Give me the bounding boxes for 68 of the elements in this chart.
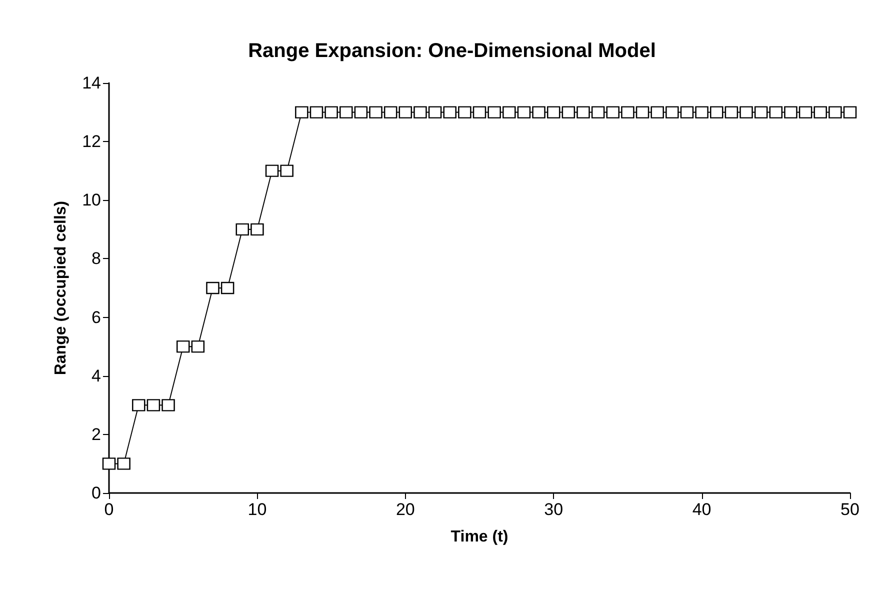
point (354, 106, 368, 118)
point (724, 106, 738, 118)
point (443, 106, 456, 118)
point (146, 399, 160, 412)
point (636, 106, 650, 118)
y-tick-label: 2 (92, 424, 101, 444)
y-tick-label: 12 (82, 132, 101, 152)
point (769, 106, 782, 118)
point (784, 106, 798, 118)
y-tick-label: 6 (92, 308, 101, 327)
point (384, 106, 398, 118)
chart-title: Range Expansion: One-Dimensional Model (248, 40, 656, 62)
y-tick-label: 14 (82, 74, 101, 92)
x-tick-label: 20 (396, 500, 415, 519)
point (488, 106, 501, 118)
point (324, 106, 338, 118)
point (236, 223, 249, 236)
y-tick-label: 8 (92, 249, 101, 268)
point (310, 106, 324, 118)
point (532, 106, 546, 118)
point (295, 106, 308, 118)
point (547, 106, 560, 118)
point (102, 458, 116, 470)
x-tick-label: 50 (840, 500, 860, 519)
point (132, 399, 146, 412)
point (666, 106, 679, 118)
point (606, 106, 620, 118)
y-tick-label: 0 (92, 484, 101, 502)
point (428, 106, 442, 118)
point (117, 458, 130, 470)
point (695, 106, 708, 118)
x-tick-label: 30 (544, 500, 564, 519)
point (206, 282, 220, 294)
point (280, 164, 294, 177)
point (814, 106, 827, 118)
y-axis-title: Range (occupied cells) (52, 200, 70, 376)
point (472, 106, 486, 118)
point (650, 106, 664, 118)
x-axis-title: Time (t) (450, 528, 508, 546)
y-tick-label: 4 (92, 366, 101, 386)
point (576, 106, 590, 118)
point (798, 106, 812, 118)
x-tick-label: 10 (248, 500, 267, 519)
point (220, 282, 234, 294)
point (740, 106, 753, 118)
x-tick-label: 0 (104, 500, 114, 519)
point (680, 106, 694, 118)
point (265, 164, 279, 177)
point (250, 223, 264, 236)
point (562, 106, 576, 118)
point (754, 106, 768, 118)
point (369, 106, 382, 118)
x-tick-label: 40 (692, 500, 712, 519)
point (340, 106, 353, 118)
point (414, 106, 427, 118)
point (502, 106, 516, 118)
point (191, 340, 205, 353)
y-tick-label: 10 (82, 190, 101, 210)
point (398, 106, 412, 118)
point (828, 106, 842, 118)
point (517, 106, 531, 118)
point (176, 340, 190, 353)
point (710, 106, 724, 118)
point (843, 106, 857, 118)
point (458, 106, 472, 118)
point (621, 106, 634, 118)
point (162, 399, 175, 412)
point (591, 106, 605, 118)
